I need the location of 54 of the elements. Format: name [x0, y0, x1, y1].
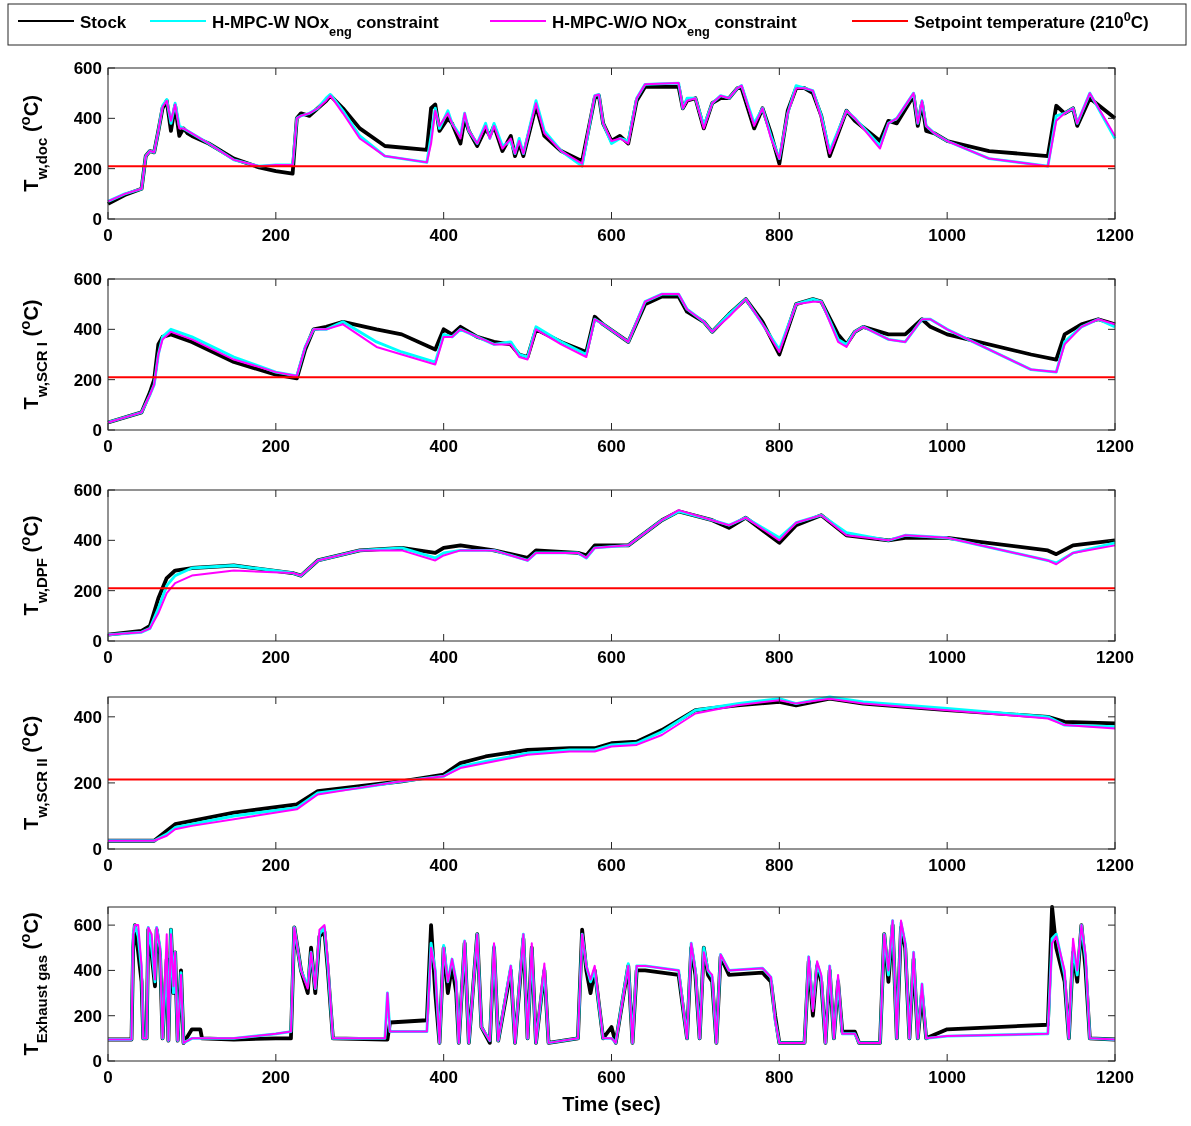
- x-tick-label: 1200: [1096, 437, 1134, 456]
- x-tick-label: 800: [765, 437, 794, 456]
- legend-label: H-MPC-W NOx$_{eng}$ constraint: [212, 13, 440, 39]
- y-tick-label: 0: [92, 1052, 102, 1071]
- y-tick-label: 0: [92, 632, 102, 651]
- x-tick-label: 400: [429, 1068, 458, 1087]
- x-tick-label: 1000: [928, 437, 967, 456]
- x-tick-label: 1200: [1096, 856, 1134, 875]
- y-tick-label: 600: [73, 481, 102, 500]
- y-tick-label: 200: [73, 581, 102, 601]
- y-tick-label: 600: [73, 59, 102, 78]
- x-tick-label: 600: [597, 1068, 626, 1087]
- x-tick-label: 800: [765, 1068, 794, 1087]
- x-tick-label: 400: [429, 648, 458, 667]
- y-tick-label: 400: [73, 707, 102, 727]
- x-tick-label: 200: [261, 1068, 291, 1087]
- x-tick-label: 200: [261, 648, 291, 667]
- x-tick-label: 800: [765, 856, 794, 875]
- x-tick-label: 1000: [928, 1068, 967, 1087]
- x-tick-label: 600: [597, 437, 626, 456]
- x-tick-label: 200: [261, 226, 291, 245]
- x-tick-label: 1200: [1096, 648, 1134, 667]
- x-tick-label: 200: [261, 437, 291, 456]
- legend-label: H-MPC-W/O NOx$_{eng}$ constraint: [552, 13, 797, 39]
- x-tick-label: 600: [597, 856, 626, 875]
- y-tick-label: 200: [73, 159, 102, 179]
- y-tick-label: 400: [73, 531, 102, 551]
- y-tick-label: 400: [73, 961, 102, 981]
- y-tick-label: 400: [73, 109, 102, 129]
- y-tick-label: 600: [73, 916, 102, 936]
- y-tick-label: 400: [73, 320, 102, 340]
- x-tick-label: 1000: [928, 648, 967, 667]
- x-tick-label: 600: [597, 648, 626, 667]
- y-tick-label: 0: [92, 840, 102, 859]
- x-tick-label: 1000: [928, 226, 967, 245]
- x-tick-label: 600: [597, 226, 626, 245]
- y-tick-label: 600: [73, 270, 102, 289]
- y-tick-label: 200: [73, 1006, 102, 1026]
- y-tick-label: 200: [73, 370, 102, 390]
- y-tick-label: 0: [92, 210, 102, 229]
- x-tick-label: 400: [429, 856, 458, 875]
- x-tick-label: 1000: [928, 856, 967, 875]
- y-tick-label: 0: [92, 421, 102, 440]
- x-tick-label: 200: [261, 856, 291, 875]
- x-tick-label: 800: [765, 226, 794, 245]
- x-tick-label: 1200: [1096, 226, 1134, 245]
- legend-label: Setpoint temperature (210$^{0}$C): [914, 8, 1149, 32]
- x-tick-label: 1200: [1096, 1068, 1134, 1087]
- y-tick-label: 200: [73, 773, 102, 793]
- x-axis-title: Time (sec): [562, 1093, 661, 1115]
- x-tick-label: 800: [765, 648, 794, 667]
- legend-label: Stock: [80, 13, 127, 32]
- x-tick-label: 400: [429, 226, 458, 245]
- x-tick-label: 400: [429, 437, 458, 456]
